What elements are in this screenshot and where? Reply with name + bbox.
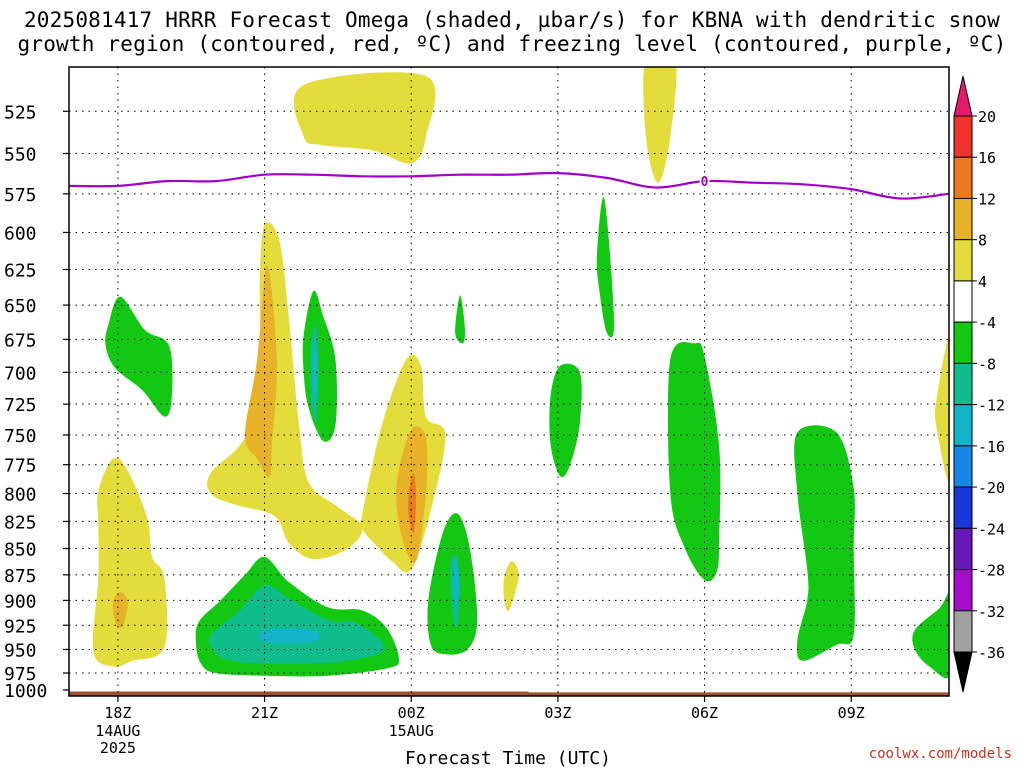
x-tick-label-18Z: 18Z [104,704,131,722]
y-tick-label-1000: 1000 [4,681,47,702]
grid-lines [69,67,949,696]
freezing-level-line [69,171,949,200]
colorbar-segment-3 [953,197,973,241]
colorbar-segment-2 [953,156,973,199]
y-tick-label-875: 875 [4,566,37,587]
colorbar-label-4: 4 [978,273,987,291]
x-tick-sublabel-18Z-0: 14AUG [95,722,140,740]
colorbar-label-13: -36 [978,644,1005,662]
colorbar-segment-11 [953,527,973,571]
colorbar: 20 16 12 8 4 -4 -8 -12 -16 -20 -24 -28 -32 -36 [953,75,1005,693]
omega-region-9 [112,592,128,628]
y-tick-label-950: 950 [4,640,37,661]
colorbar-label-7: -12 [978,397,1005,415]
x-tick-sublabel-18Z-1: 2025 [100,739,136,757]
colorbar-label-2: 12 [978,190,996,208]
y-tick-label-925: 925 [4,616,37,637]
colorbar-label-11: -28 [978,562,1005,580]
omega-region-13 [455,295,466,344]
omega-region-25 [312,335,317,411]
colorbar-label-12: -32 [978,603,1005,621]
y-tick-label-750: 750 [4,426,37,447]
chart-title: 2025081417 HRRR Forecast Omega (shaded, … [0,8,1024,56]
colorbar-label-10: -24 [978,520,1005,538]
omega-region-17 [794,425,855,661]
omega-region-2 [207,222,363,560]
omega-region-5 [503,561,519,612]
colorbar-segment-13 [953,610,973,653]
y-tick-label-725: 725 [4,395,37,416]
colorbar-segment-5 [953,280,973,323]
colorbar-segment-10 [953,486,973,529]
y-tick-label-625: 625 [4,260,37,281]
plot-frame [68,66,950,697]
colorbar-top-arrow [953,75,973,117]
omega-region-24 [258,628,320,644]
colorbar-bottom-arrow [953,651,973,693]
y-tick-label-975: 975 [4,664,37,685]
omega-region-15 [596,196,615,338]
x-tick-label-06Z: 06Z [691,704,718,722]
y-tick-label-850: 850 [4,540,37,561]
x-tick-sublabel-00Z-0: 15AUG [389,722,434,740]
colorbar-segment-1 [953,115,973,158]
title-line-1: 2025081417 HRRR Forecast Omega (shaded, … [23,8,1001,32]
omega-region-21 [208,584,385,664]
colorbar-label-5: -4 [978,314,996,332]
omega-region-12 [302,290,337,442]
colorbar-label-8: -16 [978,438,1005,456]
y-axis: 525 550 575 600 625 650 675 700 725 750 775 800 825 8… [4,102,69,702]
omega-region-14 [549,363,582,478]
omega-region-1 [643,67,677,183]
ground-strip [69,691,949,696]
freezing-level-label-bg [699,174,710,189]
omega-region-7 [245,265,277,478]
omega-region-0 [293,72,436,164]
colorbar-segment-6 [953,321,973,364]
colorbar-segment-4 [953,239,973,282]
y-tick-label-525: 525 [4,102,37,123]
y-tick-label-800: 800 [4,485,37,506]
y-tick-label-700: 700 [4,363,37,384]
title-line-2: growth region (contoured, red, ºC) and f… [17,32,1007,56]
colorbar-label-1: 16 [978,149,996,167]
freezing-level-contour: 0 [69,171,949,200]
omega-region-10 [408,472,417,533]
x-tick-label-03Z: 03Z [544,704,571,722]
y-tick-label-900: 900 [4,591,37,612]
colorbar-label-0: 20 [978,108,996,126]
omega-region-18 [912,592,949,679]
x-tick-label-21Z: 21Z [251,704,278,722]
colorbar-segment-9 [953,445,973,488]
colorbar-label-9: -20 [978,479,1005,497]
y-tick-label-650: 650 [4,296,37,317]
y-tick-label-775: 775 [4,456,37,477]
x-tick-label-00Z: 00Z [398,704,425,722]
omega-shading [69,67,949,696]
colorbar-segment-7 [953,362,973,406]
y-tick-label-825: 825 [4,512,37,533]
colorbar-label-6: -8 [978,355,996,373]
x-tick-label-09Z: 09Z [838,704,865,722]
y-tick-label-575: 575 [4,185,37,206]
freezing-level-label: 0 [701,175,709,190]
omega-region-16 [667,341,721,582]
colorbar-label-3: 8 [978,232,987,250]
colorbar-segment-12 [953,569,973,612]
omega-region-4 [92,457,168,667]
y-tick-label-550: 550 [4,144,37,165]
colorbar-segment-8 [953,404,973,447]
y-tick-label-675: 675 [4,330,37,351]
y-tick-label-600: 600 [4,223,37,244]
omega-region-26 [453,556,459,606]
omega-region-11 [105,296,173,417]
credit-text: coolwx.com/models [868,746,1012,762]
x-axis-label: Forecast Time (UTC) [405,748,611,768]
omega-region-6 [934,335,949,484]
